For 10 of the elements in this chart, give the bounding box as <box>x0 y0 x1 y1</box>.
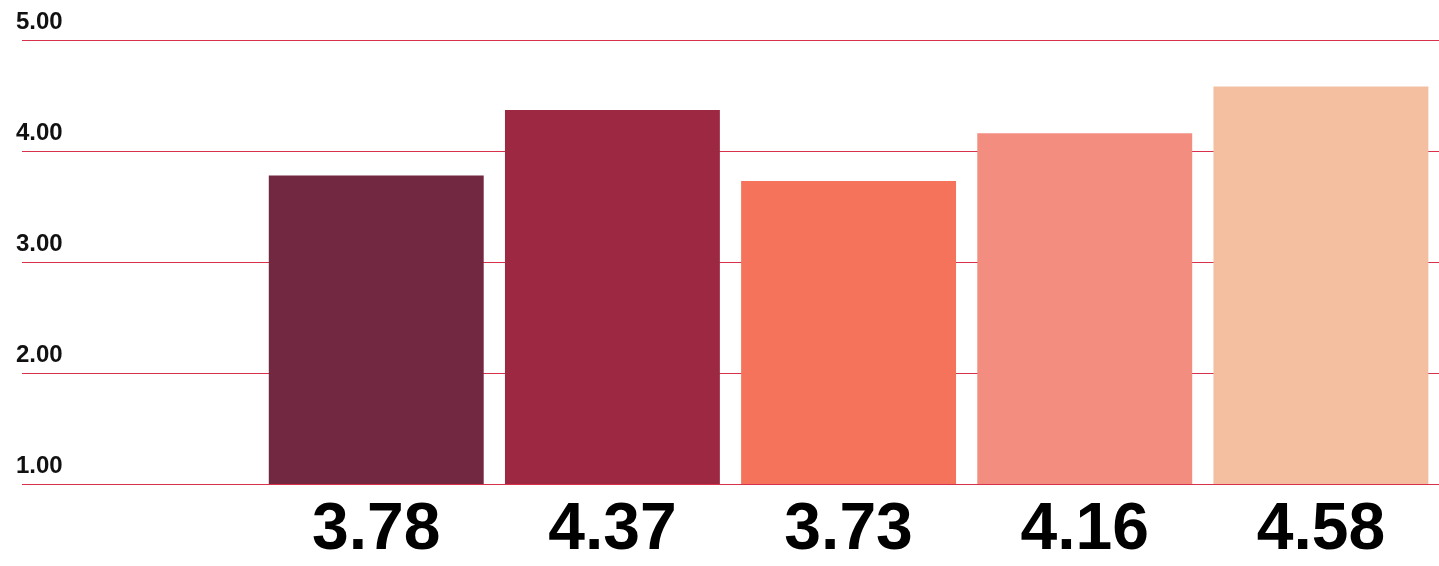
y-tick-label: 5.00 <box>16 6 63 34</box>
y-tick-label: 3.00 <box>16 228 63 256</box>
data-label: 4.37 <box>548 489 677 564</box>
data-label: 3.78 <box>312 489 441 564</box>
data-label: 4.58 <box>1256 489 1386 564</box>
y-tick-label: 2.00 <box>16 339 63 367</box>
y-tick-label: 4.00 <box>16 117 63 145</box>
y-tick-label: 1.00 <box>16 450 63 478</box>
data-label: 3.73 <box>784 489 913 564</box>
data-label: 4.16 <box>1020 489 1149 564</box>
